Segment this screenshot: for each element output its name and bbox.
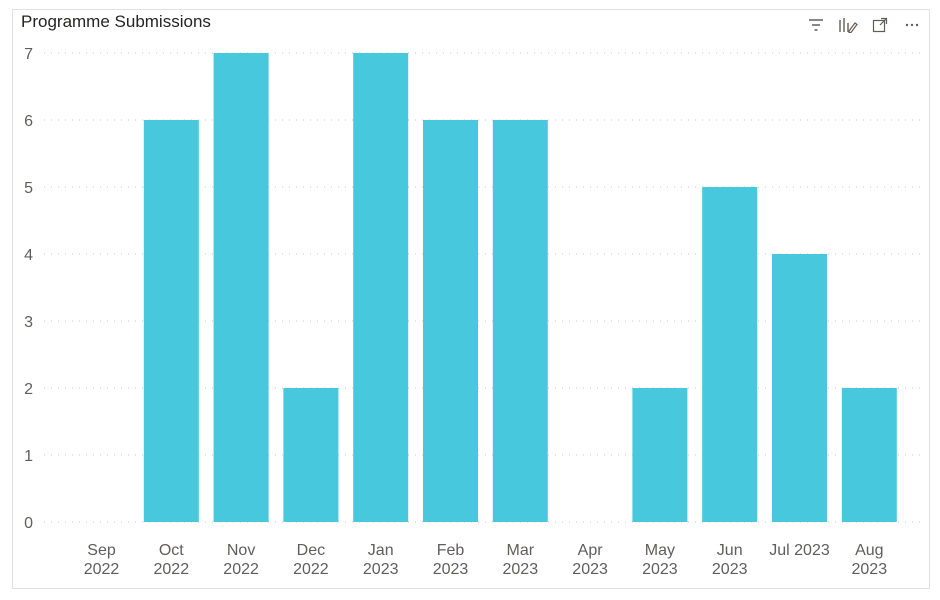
x-tick-label-year: 2023 xyxy=(642,561,678,578)
x-tick-label: May xyxy=(645,542,675,559)
chart-title: Programme Submissions xyxy=(21,12,211,31)
x-tick-label: Dec xyxy=(297,542,325,559)
x-axis: Sep 2022 Oct 2022 Nov 2022 Dec 2022 Jan 2023 Feb 20… xyxy=(84,542,887,578)
bar[interactable] xyxy=(702,187,758,522)
bar[interactable] xyxy=(772,254,827,522)
y-tick-label: 3 xyxy=(24,314,33,331)
expand-icon[interactable] xyxy=(869,14,891,36)
y-tick-label: 2 xyxy=(24,381,33,398)
filter-icon[interactable] xyxy=(805,14,827,36)
x-tick-label: Jun xyxy=(717,542,743,559)
bar[interactable] xyxy=(283,388,339,522)
bar[interactable] xyxy=(353,53,409,522)
x-tick-label: Aug xyxy=(855,542,883,559)
bar[interactable] xyxy=(492,120,548,522)
x-tick-label: Sep xyxy=(87,542,116,559)
x-tick-label: Nov xyxy=(227,542,255,559)
x-tick-label-year: 2022 xyxy=(293,561,329,578)
x-tick-label-year: 2023 xyxy=(712,561,748,578)
x-tick-label-year: 2023 xyxy=(572,561,608,578)
x-tick-label-year: 2022 xyxy=(84,561,120,578)
y-tick-label: 5 xyxy=(24,180,33,197)
y-axis: 0 1 2 3 4 5 6 7 xyxy=(24,46,33,532)
bar[interactable] xyxy=(423,120,478,522)
y-tick-label: 6 xyxy=(24,113,33,130)
x-tick-label: Feb xyxy=(437,542,465,559)
x-tick-label: Jul 2023 xyxy=(769,542,830,559)
x-tick-label-year: 2022 xyxy=(223,561,259,578)
y-tick-label: 7 xyxy=(24,46,33,63)
x-tick-label-year: 2023 xyxy=(363,561,399,578)
x-tick-label-year: 2023 xyxy=(503,561,539,578)
y-tick-label: 1 xyxy=(24,448,33,465)
bar[interactable] xyxy=(143,120,199,522)
focus-visual-icon[interactable] xyxy=(837,14,859,36)
visual-toolbar xyxy=(805,14,923,36)
bar[interactable] xyxy=(841,388,897,522)
bars xyxy=(143,53,897,522)
x-tick-label: Apr xyxy=(578,542,604,559)
bar[interactable] xyxy=(213,53,269,522)
y-tick-label: 4 xyxy=(24,247,33,264)
x-tick-label-year: 2022 xyxy=(154,561,190,578)
bar[interactable] xyxy=(632,388,688,522)
more-options-icon[interactable] xyxy=(901,14,923,36)
x-tick-label-year: 2023 xyxy=(433,561,469,578)
x-tick-label-year: 2023 xyxy=(852,561,888,578)
x-tick-label: Mar xyxy=(507,542,535,559)
x-tick-label: Oct xyxy=(159,542,184,559)
x-tick-label: Jan xyxy=(368,542,394,559)
y-tick-label: 0 xyxy=(24,515,33,532)
